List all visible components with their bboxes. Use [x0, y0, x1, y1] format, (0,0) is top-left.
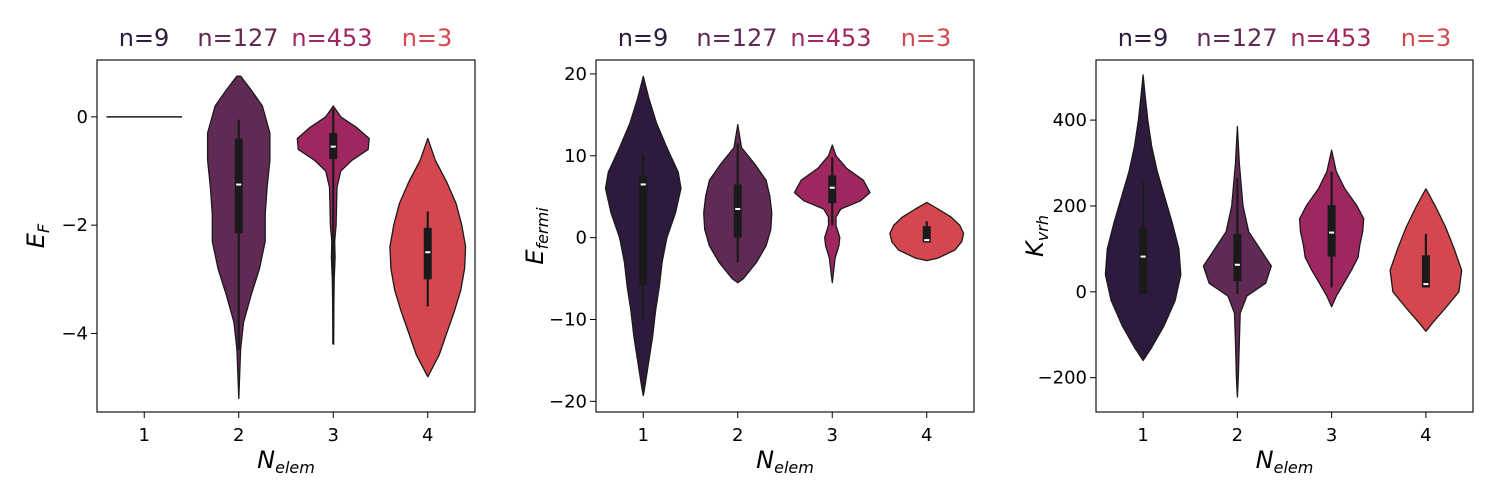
- violin-box-1: [639, 176, 648, 286]
- y-tick-label: −20: [549, 391, 587, 412]
- violin-box-4: [922, 226, 931, 243]
- violin-median-4: [425, 251, 431, 254]
- count-label: n=127: [1196, 24, 1277, 52]
- x-axis-title: Nelem: [257, 446, 315, 477]
- violin-box-3: [828, 175, 837, 204]
- violin-box-3: [1327, 205, 1336, 257]
- x-tick-label: 3: [1326, 425, 1337, 446]
- x-tick-label: 1: [1137, 425, 1148, 446]
- y-axis-title: Efermi: [521, 207, 552, 265]
- violin-median-2: [1234, 263, 1240, 266]
- violin-box-1: [1139, 228, 1148, 294]
- count-label: n=127: [197, 24, 278, 52]
- violin-median-3: [330, 145, 336, 148]
- y-tick-label: −2: [61, 215, 88, 236]
- violin-box-4: [423, 227, 432, 280]
- y-tick-label: 10: [564, 146, 587, 167]
- count-label: n=3: [402, 24, 453, 52]
- x-tick-label: 3: [827, 425, 838, 446]
- y-tick-label: 20: [564, 64, 587, 85]
- x-tick-label: 1: [139, 425, 150, 446]
- count-label: n=9: [119, 24, 170, 52]
- plot-frame: [595, 59, 975, 413]
- y-tick-label: 400: [1053, 110, 1087, 131]
- y-tick-label: 200: [1053, 196, 1087, 217]
- count-label: n=9: [618, 24, 669, 52]
- violin-median-4: [924, 239, 930, 242]
- y-tick-label: −4: [61, 323, 88, 344]
- violin-median-2: [236, 183, 242, 186]
- count-label: n=127: [696, 24, 777, 52]
- y-axis-title: EF: [22, 223, 53, 248]
- y-tick-label: −200: [1038, 368, 1087, 389]
- violin-median-1: [1140, 255, 1146, 258]
- violin-median-1: [640, 183, 646, 186]
- violin-box-2: [234, 138, 243, 234]
- violin-median-4: [1423, 283, 1429, 286]
- y-tick-label: −10: [549, 309, 587, 330]
- count-label: n=9: [1118, 24, 1169, 52]
- count-label: n=453: [291, 24, 372, 52]
- y-tick-label: 0: [576, 228, 587, 249]
- chart-panel-3: 400 200 0 −200 1 2 3 4 n=9 n=127 n=453 n=3 Nelem Kvrh: [1021, 24, 1474, 477]
- x-axis-title: Nelem: [1256, 446, 1314, 477]
- x-tick-label: 4: [921, 425, 932, 446]
- violin-median-3: [829, 186, 835, 189]
- y-axis-title: Kvrh: [1021, 215, 1052, 257]
- x-tick-label: 2: [1232, 425, 1243, 446]
- violin-box-4: [1421, 255, 1430, 288]
- x-tick-label: 3: [328, 425, 339, 446]
- x-tick-label: 2: [233, 425, 244, 446]
- x-tick-label: 2: [732, 425, 743, 446]
- x-axis-title: Nelem: [756, 446, 814, 477]
- chart-panel-2: 20 10 0 −10 −20 1 2 3 4 n=9 n=127 n=453 n=3 Nelem Efer…: [521, 24, 975, 477]
- plot-frame: [96, 59, 476, 413]
- x-tick-label: 1: [638, 425, 649, 446]
- y-tick-label: 0: [77, 107, 88, 128]
- count-label: n=453: [1290, 24, 1371, 52]
- violin-box-2: [733, 184, 742, 238]
- x-tick-label: 4: [1420, 425, 1431, 446]
- chart-panel-1: 0 −2 −4 1 2 3 4 n=9 n=127 n=453 n=3 Nelem EF: [22, 24, 476, 477]
- x-tick-label: 4: [422, 425, 433, 446]
- violin-median-2: [735, 207, 741, 210]
- y-tick-label: 0: [1076, 282, 1087, 303]
- count-label: n=3: [901, 24, 952, 52]
- count-label: n=453: [790, 24, 871, 52]
- plot-frame: [1095, 59, 1474, 413]
- count-label: n=3: [1401, 24, 1452, 52]
- violin-median-3: [1329, 231, 1335, 234]
- violin-box-2: [1233, 233, 1242, 282]
